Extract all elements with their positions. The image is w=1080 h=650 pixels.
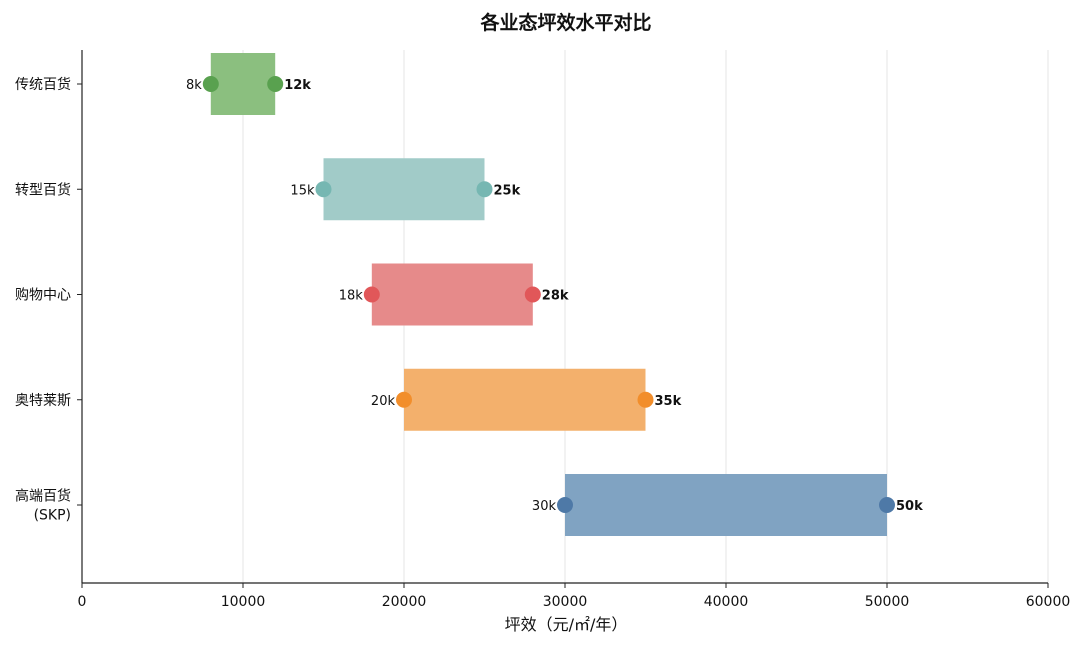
range-bar <box>404 368 646 431</box>
x-tick-label: 50000 <box>865 594 910 610</box>
low-value-label: 8k <box>186 78 202 93</box>
high-value-label: 12k <box>284 78 311 93</box>
range-bar <box>210 53 276 115</box>
x-tick-label: 10000 <box>221 594 266 610</box>
chart-title: 各业态坪效水平对比 <box>479 11 651 34</box>
x-tick-label: 40000 <box>704 594 749 610</box>
x-tick-label: 30000 <box>543 594 588 610</box>
category-label: 高端百货(SKP) <box>15 488 71 524</box>
low-value-label: 20k <box>371 394 396 409</box>
high-point <box>637 391 654 408</box>
low-point <box>363 286 380 303</box>
data-labels: 8k 12k 15k 25k 18k 28k 20k 35k 30k 50k <box>186 78 923 514</box>
category-label: 奥特莱斯 <box>15 392 71 409</box>
low-value-label: 18k <box>339 289 364 304</box>
high-value-label: 28k <box>542 289 569 304</box>
high-value-label: 50k <box>896 499 923 514</box>
grid-lines <box>242 50 1049 583</box>
range-bar <box>565 474 887 536</box>
low-point <box>557 497 573 513</box>
high-point <box>267 76 284 92</box>
x-tick-label: 60000 <box>1026 594 1071 610</box>
low-point <box>315 181 332 198</box>
x-axis-title: 坪效（元/㎡/年） <box>505 615 628 634</box>
category-label: 转型百货 <box>15 181 71 198</box>
range-bar <box>371 263 533 326</box>
range-bars <box>202 53 895 536</box>
low-point <box>396 391 412 408</box>
axes: 0 10000 20000 30000 40000 50000 60000 传统百货转型百货购… <box>15 50 1070 610</box>
low-point <box>202 76 219 92</box>
category-label: 传统百货 <box>15 76 71 93</box>
high-point <box>476 181 493 198</box>
x-tick-label: 0 <box>78 594 87 610</box>
high-value-label: 35k <box>655 394 682 409</box>
low-value-label: 15k <box>290 183 315 198</box>
high-point <box>524 286 541 303</box>
high-value-label: 25k <box>494 183 521 198</box>
high-point <box>879 497 895 513</box>
x-tick-label: 20000 <box>382 594 427 610</box>
range-bar <box>323 158 485 221</box>
category-label: 购物中心 <box>15 288 71 304</box>
low-value-label: 30k <box>532 499 557 514</box>
